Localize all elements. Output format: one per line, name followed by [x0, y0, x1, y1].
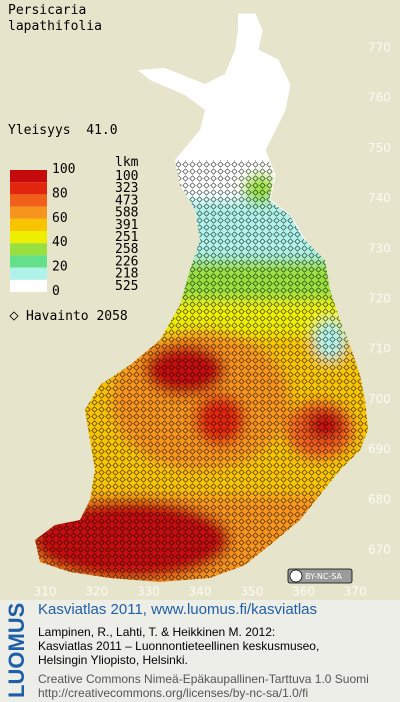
y-tick-label: 700	[368, 392, 391, 406]
badge-frame	[287, 568, 353, 584]
legend-count: 588	[115, 206, 138, 221]
legend-swatch	[10, 231, 47, 244]
x-tick-label: 320	[85, 585, 108, 599]
legend-count: 226	[115, 254, 138, 269]
x-tick-label: 310	[34, 585, 57, 599]
license: Creative Commons Nimeä-Epäkaupallinen-Ta…	[38, 672, 369, 686]
axis-ticks: 770 760 750 740 730 720 710 700 690 680 670 310 320 3…	[34, 41, 391, 599]
footer-heading: Kasviatlas 2011, www.luomus.fi/kasviatla…	[38, 601, 317, 618]
footer-background	[0, 600, 400, 702]
citation: Kasviatlas 2011 – Luonnontieteellinen ke…	[38, 639, 319, 653]
legend-count: 473	[115, 193, 138, 208]
x-tick-label: 350	[240, 585, 263, 599]
x-tick-label: 340	[189, 585, 212, 599]
legend-scale-label: 0	[52, 284, 60, 299]
y-tick-label: 770	[368, 41, 391, 55]
badge-icon	[289, 569, 303, 583]
border	[238, 13, 306, 241]
y-tick-label: 710	[368, 342, 391, 356]
legend-count: 258	[115, 242, 138, 257]
y-tick-label: 760	[368, 91, 391, 105]
y-tick-label: 750	[368, 141, 391, 155]
title-line: lapathifolia	[8, 19, 102, 34]
frequency: Yleisyys 41.0	[8, 123, 118, 138]
legend-swatch	[10, 255, 47, 268]
legend-swatch	[10, 279, 47, 292]
x-tick-label: 330	[137, 585, 160, 599]
legend-swatch	[10, 206, 47, 219]
citation: Lampinen, R., Lahti, T. & Heikkinen M. 2…	[38, 625, 275, 639]
legend-scale-label: 40	[52, 235, 68, 250]
legend-swatch	[10, 267, 47, 280]
title-line: Persicaria	[8, 3, 86, 18]
logo: LUOMUS	[4, 603, 29, 698]
legend-swatch	[10, 194, 47, 207]
observation-icon	[9, 311, 19, 321]
legend: 1003234735883912512582262185251008060402…	[10, 162, 138, 299]
y-tick-label: 740	[368, 191, 391, 205]
legend-swatch	[10, 243, 47, 256]
license: http://creativecommons.org/licenses/by-n…	[38, 686, 308, 700]
license-badge: BY-NC-SA	[287, 568, 353, 584]
legend-scale-label: 20	[52, 260, 68, 275]
x-tick-label: 360	[292, 585, 315, 599]
legend-swatch	[10, 182, 47, 195]
badge-text: BY-NC-SA	[305, 572, 343, 581]
y-tick-label: 730	[368, 241, 391, 255]
legend-swatch	[10, 170, 47, 183]
legend-count: 391	[115, 218, 138, 233]
legend-swatch	[10, 218, 47, 231]
legend-count: 218	[115, 267, 138, 282]
legend-count: 525	[115, 279, 138, 294]
observations: Havainto 2058	[26, 309, 128, 324]
legend-scale-label: 60	[52, 211, 68, 226]
legend-count: 100	[115, 169, 138, 184]
x-tick-label: 370	[344, 585, 367, 599]
legend-scale-label: 80	[52, 186, 68, 201]
citation: Helsingin Yliopisto, Helsinki.	[38, 653, 188, 667]
legend-count: 251	[115, 230, 138, 245]
legend-count: 323	[115, 181, 138, 196]
y-tick-label: 690	[368, 442, 391, 456]
y-tick-label: 680	[368, 492, 391, 506]
y-tick-label: 720	[368, 292, 391, 306]
legend-scale-label: 100	[52, 162, 75, 177]
count-header: lkm	[115, 155, 139, 170]
y-tick-label: 670	[368, 543, 391, 557]
